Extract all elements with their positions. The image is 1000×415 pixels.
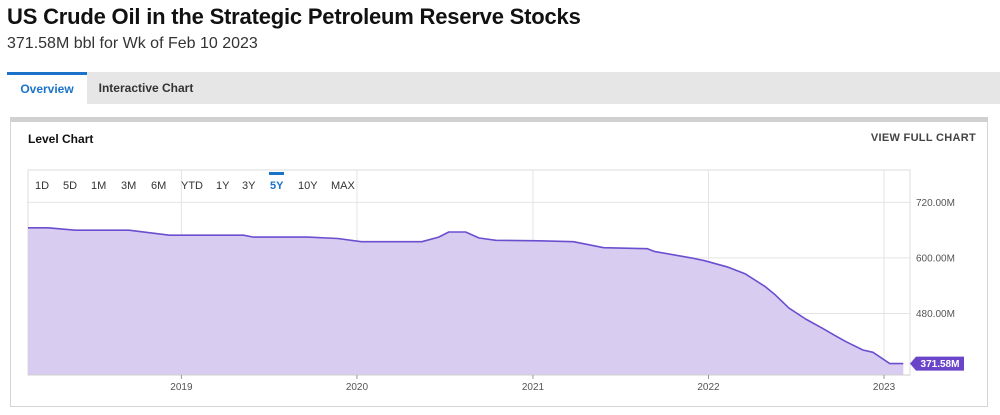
range-button-6m[interactable]: 6M [151, 180, 167, 192]
series-area [28, 227, 904, 375]
range-button-3m[interactable]: 3M [121, 180, 137, 192]
last-value-badge [910, 356, 964, 371]
range-button-ytd[interactable]: YTD [181, 180, 203, 192]
range-button-5d[interactable]: 5D [63, 180, 78, 192]
tab-overview[interactable]: Overview [7, 72, 87, 104]
card-title: Level Chart [28, 132, 94, 146]
tab-interactive-chart[interactable]: Interactive Chart [98, 81, 194, 95]
x-tick-label: 2019 [170, 382, 193, 393]
y-tick-label: 600.00M [916, 253, 955, 264]
series-line [28, 227, 904, 365]
x-tick-label: 2022 [697, 382, 720, 393]
range-button-1y[interactable]: 1Y [216, 180, 230, 192]
y-tick-label: 480.00M [916, 309, 955, 320]
range-button-1m[interactable]: 1M [91, 180, 107, 192]
range-button-3y[interactable]: 3Y [242, 180, 256, 192]
view-full-chart-link[interactable]: VIEW FULL CHART [870, 132, 976, 144]
x-tick-label: 2023 [873, 382, 896, 393]
x-tick-label: 2020 [346, 382, 369, 393]
y-tick-label: 720.00M [916, 198, 955, 209]
range-button-1d[interactable]: 1D [35, 180, 50, 192]
last-value-label: 371.58M [921, 359, 960, 370]
x-tick-label: 2021 [522, 382, 545, 393]
range-button-max[interactable]: MAX [331, 180, 355, 192]
range-button-10y[interactable]: 10Y [298, 180, 318, 192]
tab-bar: Overview Interactive Chart [7, 72, 1000, 104]
range-button-5y[interactable]: 5Y [268, 172, 285, 192]
page-subtitle: 371.58M bbl for Wk of Feb 10 2023 [7, 35, 258, 52]
page-title: US Crude Oil in the Strategic Petroleum … [7, 4, 581, 29]
